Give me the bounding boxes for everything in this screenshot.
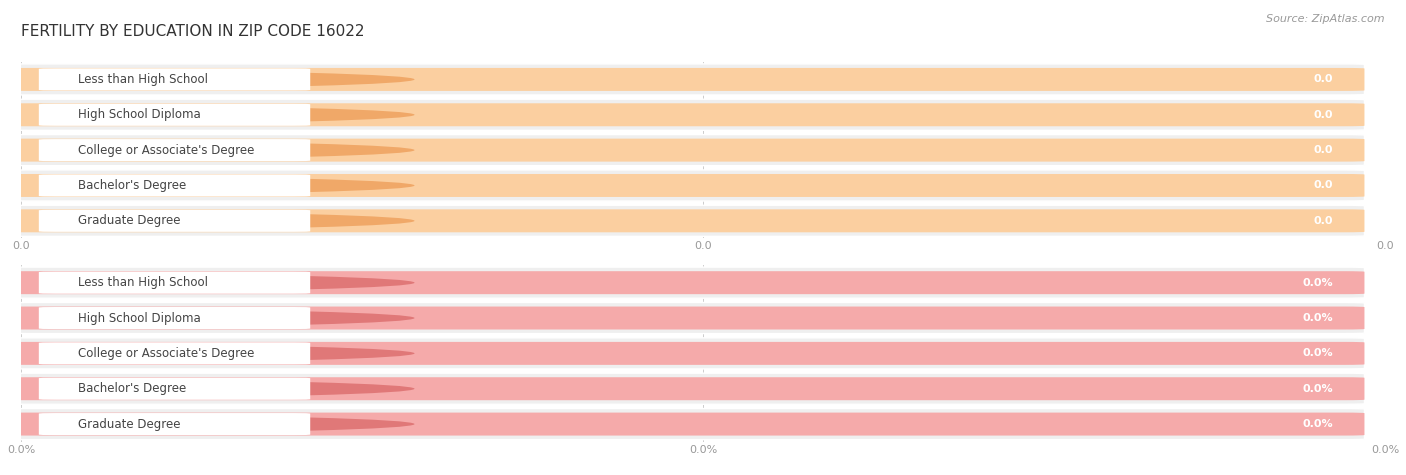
Wedge shape xyxy=(55,105,415,124)
Text: High School Diploma: High School Diploma xyxy=(79,312,201,324)
Text: College or Associate's Degree: College or Associate's Degree xyxy=(79,347,254,360)
FancyBboxPatch shape xyxy=(7,205,1364,237)
FancyBboxPatch shape xyxy=(7,267,1364,298)
Wedge shape xyxy=(55,141,415,160)
Wedge shape xyxy=(55,211,415,230)
Wedge shape xyxy=(55,344,415,363)
Text: Graduate Degree: Graduate Degree xyxy=(79,418,181,430)
FancyBboxPatch shape xyxy=(39,104,311,126)
Text: Bachelor's Degree: Bachelor's Degree xyxy=(79,179,187,192)
FancyBboxPatch shape xyxy=(7,139,1364,162)
FancyBboxPatch shape xyxy=(7,303,1364,333)
FancyBboxPatch shape xyxy=(7,413,1364,436)
Text: 0.0%: 0.0% xyxy=(1302,348,1333,358)
Text: College or Associate's Degree: College or Associate's Degree xyxy=(79,143,254,157)
FancyBboxPatch shape xyxy=(7,342,1364,365)
Text: High School Diploma: High School Diploma xyxy=(79,108,201,121)
Text: Less than High School: Less than High School xyxy=(79,276,208,289)
FancyBboxPatch shape xyxy=(7,99,1364,130)
FancyBboxPatch shape xyxy=(7,134,1364,166)
FancyBboxPatch shape xyxy=(7,68,1364,91)
Wedge shape xyxy=(55,380,415,398)
Text: Graduate Degree: Graduate Degree xyxy=(79,214,181,228)
Text: 0.0: 0.0 xyxy=(1313,216,1333,226)
Wedge shape xyxy=(55,176,415,195)
FancyBboxPatch shape xyxy=(7,271,1364,294)
FancyBboxPatch shape xyxy=(7,64,1364,95)
Wedge shape xyxy=(55,70,415,89)
Wedge shape xyxy=(55,415,415,433)
FancyBboxPatch shape xyxy=(7,174,1364,197)
FancyBboxPatch shape xyxy=(39,68,311,90)
FancyBboxPatch shape xyxy=(39,307,311,329)
Text: 0.0: 0.0 xyxy=(1313,75,1333,85)
FancyBboxPatch shape xyxy=(39,174,311,197)
FancyBboxPatch shape xyxy=(7,408,1364,440)
Text: 0.0%: 0.0% xyxy=(1302,313,1333,323)
Wedge shape xyxy=(55,274,415,292)
FancyBboxPatch shape xyxy=(39,378,311,400)
Wedge shape xyxy=(55,309,415,327)
Text: 0.0%: 0.0% xyxy=(1302,278,1333,288)
FancyBboxPatch shape xyxy=(39,342,311,364)
Text: 0.0%: 0.0% xyxy=(1302,384,1333,394)
Text: Bachelor's Degree: Bachelor's Degree xyxy=(79,382,187,395)
Text: Source: ZipAtlas.com: Source: ZipAtlas.com xyxy=(1267,14,1385,24)
Text: 0.0: 0.0 xyxy=(1313,110,1333,120)
Text: 0.0: 0.0 xyxy=(1313,180,1333,190)
FancyBboxPatch shape xyxy=(7,377,1364,400)
Text: Less than High School: Less than High School xyxy=(79,73,208,86)
FancyBboxPatch shape xyxy=(39,210,311,232)
FancyBboxPatch shape xyxy=(39,413,311,435)
FancyBboxPatch shape xyxy=(7,338,1364,369)
FancyBboxPatch shape xyxy=(7,170,1364,201)
FancyBboxPatch shape xyxy=(7,306,1364,330)
FancyBboxPatch shape xyxy=(39,272,311,294)
FancyBboxPatch shape xyxy=(7,209,1364,232)
Text: FERTILITY BY EDUCATION IN ZIP CODE 16022: FERTILITY BY EDUCATION IN ZIP CODE 16022 xyxy=(21,24,364,39)
Text: 0.0%: 0.0% xyxy=(1302,419,1333,429)
Text: 0.0: 0.0 xyxy=(1313,145,1333,155)
FancyBboxPatch shape xyxy=(7,103,1364,126)
FancyBboxPatch shape xyxy=(39,139,311,161)
FancyBboxPatch shape xyxy=(7,373,1364,404)
